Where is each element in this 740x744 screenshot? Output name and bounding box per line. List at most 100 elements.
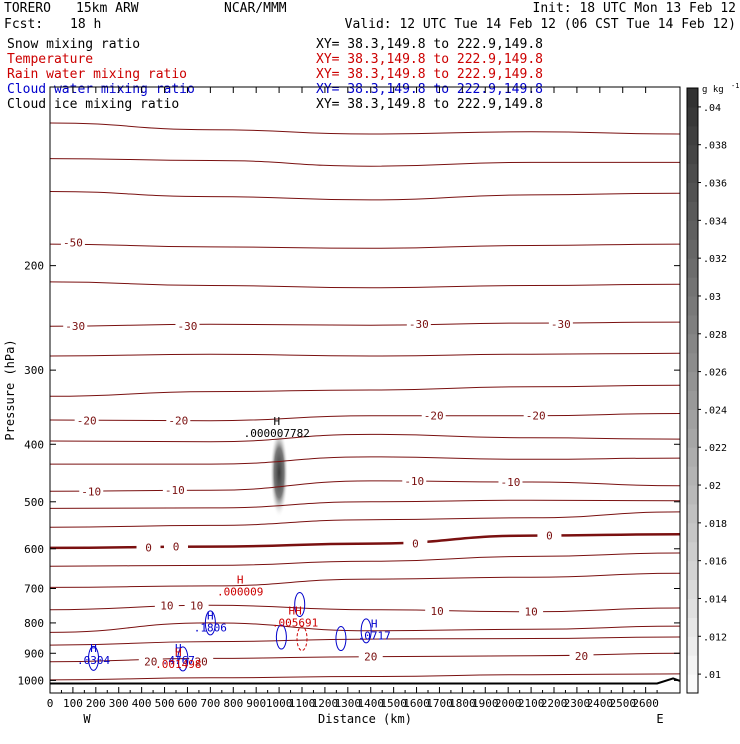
colorbar-band: [687, 182, 698, 202]
isotherm-label: 20: [144, 656, 157, 669]
y-tick-label: 800: [24, 617, 44, 630]
colorbar-band: [687, 295, 698, 316]
isotherm-label: 10: [524, 606, 537, 619]
temperature-isotherm: [49, 456, 681, 465]
y-tick-label: 600: [24, 543, 44, 556]
colorbar-band: [687, 617, 698, 637]
temperature-isotherm: [49, 499, 681, 509]
colorbar-tick-label: .018: [703, 519, 727, 530]
field-name: Cloud ice mixing ratio: [7, 97, 179, 112]
x-tick-label: 100: [63, 697, 83, 710]
extremum-value: .000007782: [244, 427, 310, 440]
mixing-ratio-contour: [177, 646, 189, 672]
field-xy: XY= 38.3,149.8 to 222.9,149.8: [316, 37, 543, 52]
y-tick-label: 500: [24, 496, 44, 509]
model-name: TORERO: [4, 1, 51, 16]
colorbar-band: [687, 163, 698, 184]
temperature-isotherm: [49, 480, 681, 492]
isotherm-label-bg: [63, 320, 88, 332]
isotherm-label: -10: [404, 475, 424, 488]
extremum-value: .0304: [77, 654, 110, 667]
forecast-label: Fcst:: [4, 17, 43, 32]
isotherm-label-bg: [164, 540, 188, 552]
x-tick-label: 1500: [380, 697, 407, 710]
colorbar-band: [687, 655, 698, 675]
temperature-isotherm: [49, 281, 681, 289]
mixing-ratio-contour: [275, 624, 287, 650]
isotherm-label: -30: [409, 318, 429, 331]
x-tick-label: 1100: [289, 697, 316, 710]
extremum-mark: HH: [289, 604, 302, 617]
colorbar-band: [687, 541, 698, 562]
temperature-isotherm: [49, 433, 681, 443]
isotherm-label-bg: [537, 529, 562, 541]
x-tick-label: 400: [132, 697, 152, 710]
isotherm-label: -20: [526, 410, 546, 423]
colorbar-band: [687, 598, 698, 618]
x-tick-label: 2100: [518, 697, 545, 710]
colorbar-tick-label: .03: [703, 292, 721, 303]
temperature-isotherm: [49, 511, 681, 528]
extremum-value: .005691: [272, 616, 318, 629]
x-tick-label: 1400: [357, 697, 384, 710]
extremum-value: .000009: [217, 586, 263, 599]
temperature-isotherm: [49, 352, 681, 357]
x-tick-label: 1900: [472, 697, 499, 710]
mixing-ratio-contour: [294, 592, 306, 618]
model-resolution: 15km ARW: [76, 1, 139, 16]
temperature-isotherm: [49, 122, 681, 135]
colorbar-band: [687, 239, 698, 259]
x-tick-label: 500: [155, 697, 175, 710]
extremum-mark: H: [90, 642, 97, 655]
colorbar-tick-label: .016: [703, 557, 727, 568]
extremum-mark: H: [175, 646, 182, 659]
x-tick-label: 2300: [564, 697, 591, 710]
isotherm-label-bg: [189, 655, 214, 667]
colorbar-band: [687, 579, 698, 599]
x-tick-label: 2000: [495, 697, 522, 710]
mixing-ratio-contour: [360, 618, 372, 644]
colorbar-band: [687, 428, 698, 448]
temperature-isotherm: [49, 636, 681, 646]
temperature-isotherm: [49, 384, 681, 397]
x-tick-label: 700: [200, 697, 220, 710]
colorbar-tick-label: .026: [703, 368, 727, 379]
x-tick-label: 1800: [449, 697, 476, 710]
colorbar-band: [687, 314, 698, 335]
field-xy: XY= 38.3,149.8 to 222.9,149.8: [316, 67, 543, 82]
isotherm-label-bg: [523, 409, 548, 421]
x-tick-label: 2400: [587, 697, 614, 710]
isotherm-label: -30: [551, 318, 571, 331]
endpoint-east-label: E: [656, 712, 663, 726]
y-tick-label: 300: [24, 364, 44, 377]
colorbar: .04 .038 .036 .034 .032 .03 .028 .026 .024 .022 .0…: [686, 82, 739, 694]
colorbar-frame: [686, 87, 699, 694]
x-tick-label: 2600: [632, 697, 659, 710]
temperature-isotherm: [49, 622, 681, 633]
isotherm-label-bg: [136, 541, 161, 553]
colorbar-unit-exponent: -1: [731, 82, 739, 90]
isotherm-label-bg: [60, 236, 85, 248]
x-tick-label: 2500: [609, 697, 636, 710]
extremum-value: .4767: [162, 654, 195, 667]
isotherm-label: 0: [173, 541, 180, 554]
field-xy: XY= 38.3,149.8 to 222.9,149.8: [316, 97, 543, 112]
colorbar-tick-label: .036: [703, 179, 727, 190]
forecast-hour: 18 h: [70, 17, 101, 32]
isotherm-label-bg: [74, 414, 99, 426]
mixing-ratio-contour: [335, 626, 347, 652]
colorbar-band: [687, 106, 698, 127]
extremum-mark: H: [371, 618, 378, 631]
colorbar-band: [687, 522, 698, 543]
extremum-value: .1806: [194, 622, 227, 635]
x-axis-label: Distance (km): [318, 712, 412, 726]
plot-area: -50 -30 -30 -30 -30 -20 -20 -20 -20 -10 -10 -10 -10 0…: [3, 86, 681, 726]
colorbar-tick-label: .02: [703, 481, 721, 492]
temperature-isotherm: [49, 673, 681, 681]
extremum-mark: H: [273, 415, 280, 428]
x-tick-label: 900: [246, 697, 266, 710]
isotherm-label-bg: [519, 605, 544, 617]
isotherm-label-bg: [166, 414, 191, 426]
colorbar-band: [687, 333, 698, 354]
